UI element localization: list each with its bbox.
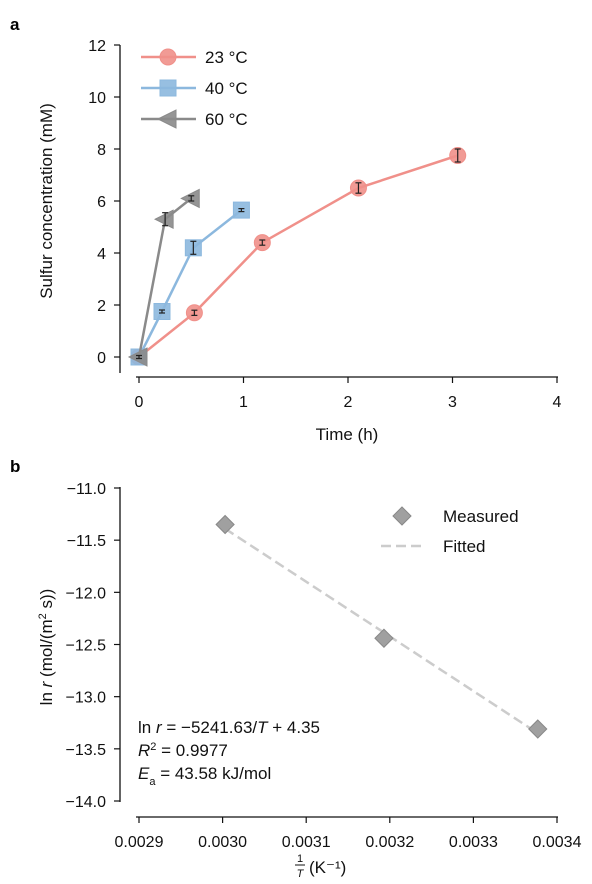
panel-a-xlabel: Time (h) (316, 425, 379, 444)
data-point-s2-0 (127, 347, 148, 367)
legend-marker-2 (156, 109, 177, 129)
legend-marker-1 (159, 79, 177, 97)
panel-b-xlabel: 1 T (K⁻¹) (295, 853, 346, 880)
measured-point-0 (215, 514, 235, 535)
panel-a-xtick-label-1: 1 (239, 394, 248, 411)
panel-b-xtick-label-4: 0.0033 (449, 834, 498, 851)
panel-a-ytick-label-2: 4 (97, 246, 106, 263)
legend-marker-0 (159, 48, 177, 66)
panel-b-xtick-label-2: 0.0031 (282, 834, 331, 851)
panel-b-ylabel: ln r (mol/(m2 s)) (37, 589, 56, 706)
legend-label-0: 23 °C (205, 48, 248, 67)
panel-b-ytick-label-4: −13.0 (66, 690, 107, 707)
legend-label-fitted: Fitted (443, 537, 486, 556)
legend-label-2: 60 °C (205, 110, 248, 129)
panel-b-ytick-label-0: −11.0 (67, 481, 106, 498)
panel-b-series (215, 514, 548, 739)
panel-b-annotation: ln r = −5241.63/T + 4.35 R2 = 0.9977 Ea … (138, 718, 320, 788)
panel-b-xtick-label-1: 0.0030 (198, 834, 247, 851)
panel-b-x-ticks: 0.0029 0.0030 0.0031 0.0032 0.0033 0.0034 (115, 817, 582, 851)
panel-b-legend: Measured Fitted (381, 506, 519, 556)
series-2 (127, 188, 200, 367)
panel-a-ytick-label-1: 2 (97, 298, 106, 315)
panel-a-ylabel: Sulfur concentration (mM) (37, 103, 56, 299)
panel-b-xtick-label-0: 0.0029 (115, 834, 164, 851)
panel-b-xlabel-fraction-numerator: 1 (297, 853, 303, 865)
measured-point-2 (528, 719, 548, 739)
panel-b-ytick-label-1: −11.5 (67, 533, 106, 550)
panel-b-axes: −11.0 −11.5 −12.0 −12.5 −13.0 −13.5 −14.0 0.00… (37, 481, 582, 880)
series-1 (130, 201, 250, 366)
panel-a-ytick-label-0: 0 (97, 350, 106, 367)
panel-a-ytick-label-3: 6 (97, 194, 106, 211)
panel-b-xtick-label-5: 0.0034 (533, 834, 582, 851)
data-point-s2-2 (180, 188, 200, 209)
panel-b-ytick-label-5: −13.5 (66, 742, 107, 759)
series-0 (130, 147, 467, 366)
panel-a-xtick-label-2: 2 (344, 394, 353, 411)
panel-a-letter: a (10, 15, 20, 34)
panel-a-series (127, 147, 467, 367)
annotation-activation-energy: Ea = 43.58 kJ/mol (138, 764, 271, 788)
panel-b-xlabel-unit: (K⁻¹) (309, 858, 346, 877)
series-line-1 (137, 209, 243, 358)
panel-b-y-ticks: −11.0 −11.5 −12.0 −12.5 −13.0 −13.5 −14.0 (66, 481, 120, 811)
panel-a-ytick-label-4: 8 (97, 142, 106, 159)
annotation-r-squared: R2 = 0.9977 (138, 741, 228, 760)
panel-b-ytick-label-3: −12.5 (66, 638, 107, 655)
panel-b-letter: b (10, 457, 20, 476)
panel-b-ytick-label-2: −12.0 (66, 585, 107, 602)
panel-a-xtick-label-3: 3 (448, 394, 457, 411)
legend-marker-measured (392, 506, 412, 526)
panel-b-xtick-label-3: 0.0032 (365, 834, 414, 851)
panel-a-ytick-label-6: 12 (88, 38, 106, 55)
fitted-line (224, 527, 539, 735)
panel-b-ytick-label-6: −14.0 (66, 794, 107, 811)
annotation-equation: ln r = −5241.63/T + 4.35 (138, 718, 320, 737)
panel-a-xtick-label-4: 4 (553, 394, 562, 411)
panel-a-legend: 23 °C 40 °C 60 °C (141, 48, 248, 129)
legend-label-measured: Measured (443, 507, 519, 526)
panel-a-xtick-label-0: 0 (135, 394, 144, 411)
panel-a-ytick-label-5: 10 (88, 90, 106, 107)
legend-label-1: 40 °C (205, 79, 248, 98)
panel-a-x-ticks: 0 1 2 3 4 (135, 377, 562, 411)
measured-point-1 (374, 628, 394, 648)
panel-b-xlabel-fraction-denominator: T (297, 868, 305, 880)
panel-a-y-ticks: 0 2 4 6 8 10 12 (88, 38, 120, 367)
data-point-s2-1 (154, 209, 174, 230)
